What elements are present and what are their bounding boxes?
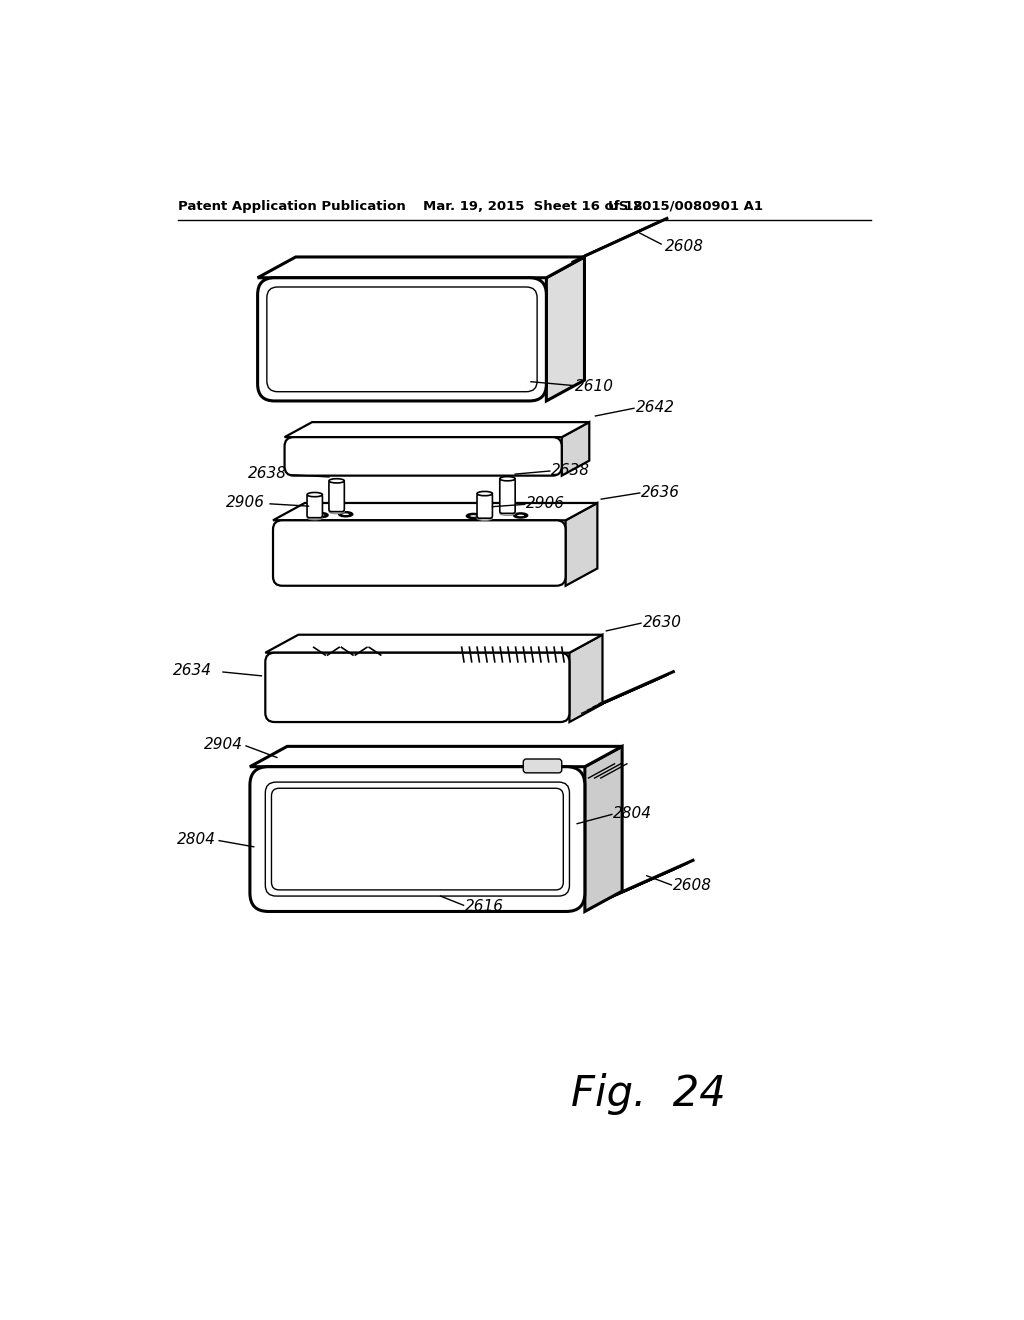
FancyBboxPatch shape: [500, 479, 515, 513]
Text: Patent Application Publication: Patent Application Publication: [178, 199, 407, 213]
Ellipse shape: [316, 513, 326, 516]
Text: 2608: 2608: [673, 878, 712, 894]
Polygon shape: [565, 503, 597, 586]
Polygon shape: [569, 635, 602, 722]
Ellipse shape: [500, 511, 515, 516]
Polygon shape: [265, 635, 602, 653]
FancyBboxPatch shape: [285, 437, 562, 475]
FancyBboxPatch shape: [523, 759, 562, 774]
Polygon shape: [250, 746, 623, 767]
Polygon shape: [585, 746, 623, 911]
Ellipse shape: [516, 513, 524, 517]
Text: 2906: 2906: [226, 495, 265, 510]
Ellipse shape: [477, 516, 493, 520]
Text: 2610: 2610: [574, 379, 613, 393]
Polygon shape: [258, 257, 585, 277]
Text: 2638: 2638: [248, 466, 287, 480]
Text: 2804: 2804: [613, 807, 652, 821]
Text: US 2015/0080901 A1: US 2015/0080901 A1: [608, 199, 763, 213]
Text: Fig.  24: Fig. 24: [571, 1073, 726, 1115]
Text: 2638: 2638: [551, 463, 591, 478]
Polygon shape: [547, 257, 585, 401]
FancyBboxPatch shape: [265, 653, 569, 722]
Ellipse shape: [342, 513, 350, 516]
FancyBboxPatch shape: [250, 767, 585, 911]
Text: Mar. 19, 2015  Sheet 16 of 18: Mar. 19, 2015 Sheet 16 of 18: [423, 199, 643, 213]
Text: 2804: 2804: [177, 832, 216, 846]
Text: 2634: 2634: [173, 663, 212, 678]
Text: 2904: 2904: [204, 737, 243, 752]
Polygon shape: [273, 503, 597, 520]
Ellipse shape: [329, 479, 344, 483]
FancyBboxPatch shape: [477, 494, 493, 519]
Polygon shape: [285, 422, 589, 437]
Text: 2616: 2616: [465, 899, 504, 913]
Ellipse shape: [339, 512, 352, 516]
FancyBboxPatch shape: [273, 520, 565, 586]
Ellipse shape: [514, 513, 527, 517]
Ellipse shape: [329, 510, 344, 513]
Polygon shape: [562, 422, 589, 475]
Ellipse shape: [307, 516, 323, 520]
FancyBboxPatch shape: [258, 277, 547, 401]
Ellipse shape: [500, 477, 515, 480]
Text: 2608: 2608: [666, 239, 705, 255]
Ellipse shape: [469, 515, 477, 517]
Ellipse shape: [467, 513, 480, 519]
Ellipse shape: [477, 491, 493, 496]
Text: 2642: 2642: [636, 400, 675, 414]
Text: 2636: 2636: [641, 484, 680, 500]
FancyBboxPatch shape: [307, 495, 323, 517]
Ellipse shape: [307, 492, 323, 496]
Text: 2630: 2630: [642, 615, 682, 630]
Text: 2906: 2906: [526, 496, 565, 511]
Ellipse shape: [314, 512, 328, 517]
FancyBboxPatch shape: [329, 480, 344, 512]
